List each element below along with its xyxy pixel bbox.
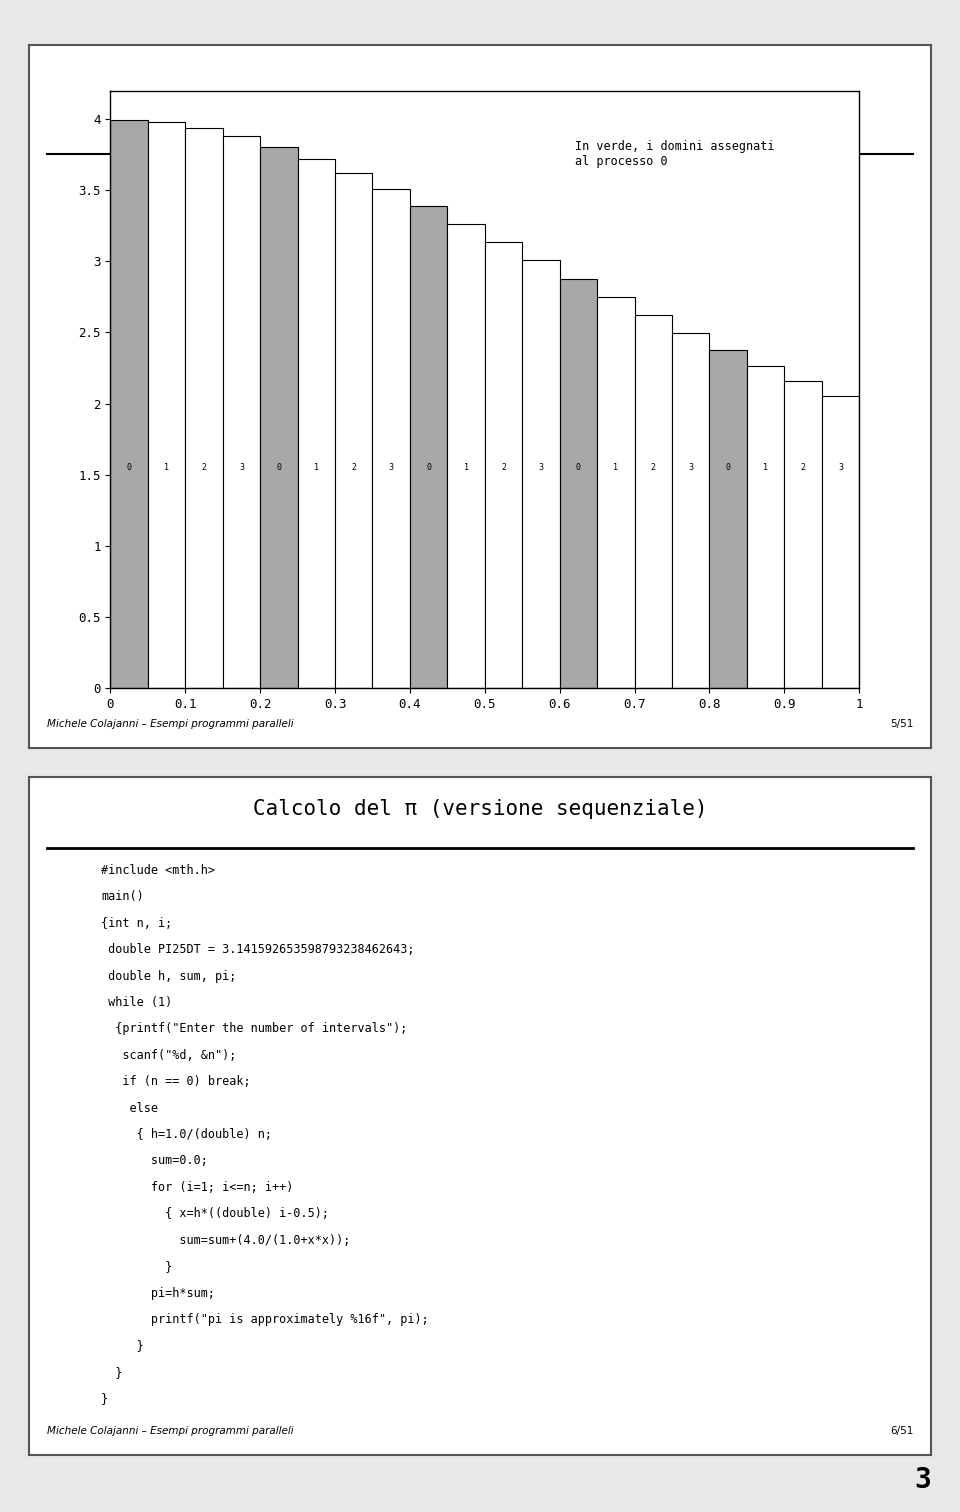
Text: double h, sum, pi;: double h, sum, pi;	[101, 969, 236, 983]
Text: In verde, i domini assegnati
al processo 0: In verde, i domini assegnati al processo…	[575, 141, 774, 168]
Bar	[335, 174, 372, 688]
Text: 0: 0	[576, 463, 581, 472]
Text: #include <mth.h>: #include <mth.h>	[101, 863, 215, 877]
Text: }: }	[101, 1259, 172, 1273]
Bar	[110, 119, 148, 688]
Text: 3: 3	[688, 463, 693, 472]
Text: }: }	[101, 1365, 122, 1379]
Bar	[597, 298, 635, 688]
Bar	[784, 381, 822, 688]
Text: 3: 3	[389, 463, 394, 472]
Text: 1: 1	[763, 463, 768, 472]
Text: pi=h*sum;: pi=h*sum;	[101, 1287, 215, 1299]
Text: while (1): while (1)	[101, 996, 172, 1009]
Text: Michele Colajanni – Esempi programmi paralleli: Michele Colajanni – Esempi programmi par…	[47, 718, 294, 729]
Text: 1: 1	[314, 463, 319, 472]
Bar	[260, 147, 298, 688]
Bar	[148, 122, 185, 688]
Text: 2: 2	[501, 463, 506, 472]
Text: 3: 3	[915, 1465, 931, 1494]
Bar	[447, 224, 485, 688]
Text: for (i=1; i<=n; i++): for (i=1; i<=n; i++)	[101, 1181, 294, 1194]
Bar	[298, 159, 335, 688]
Text: 0: 0	[127, 463, 132, 472]
Text: 3: 3	[239, 463, 244, 472]
Text: 0: 0	[276, 463, 281, 472]
Text: main(): main()	[101, 891, 144, 903]
Bar	[709, 349, 747, 688]
Text: { x=h*((double) i-0.5);: { x=h*((double) i-0.5);	[101, 1207, 329, 1220]
Text: }: }	[101, 1393, 108, 1405]
Bar	[410, 206, 447, 688]
Text: 1: 1	[613, 463, 618, 472]
Text: }: }	[101, 1340, 144, 1352]
Text: double PI25DT = 3.141592653598793238462643;: double PI25DT = 3.1415926535987932384626…	[101, 943, 415, 956]
Text: scanf("%d, &n");: scanf("%d, &n");	[101, 1049, 236, 1061]
Text: {int n, i;: {int n, i;	[101, 916, 172, 930]
Text: 3: 3	[539, 463, 543, 472]
Text: Decomposizione per la regola dei rettangoli: Decomposizione per la regola dei rettang…	[208, 95, 752, 115]
Text: Michele Colajanni – Esempi programmi paralleli: Michele Colajanni – Esempi programmi par…	[47, 1426, 294, 1435]
Text: if (n == 0) break;: if (n == 0) break;	[101, 1075, 251, 1089]
Bar	[672, 333, 709, 688]
Bar	[560, 278, 597, 688]
Text: sum=sum+(4.0/(1.0+x*x));: sum=sum+(4.0/(1.0+x*x));	[101, 1234, 350, 1247]
Bar	[185, 129, 223, 688]
Text: 1: 1	[164, 463, 169, 472]
Text: {printf("Enter the number of intervals");: {printf("Enter the number of intervals")…	[101, 1022, 407, 1036]
Text: 0: 0	[426, 463, 431, 472]
Bar	[522, 260, 560, 688]
Bar	[635, 314, 672, 688]
Bar	[372, 189, 410, 688]
Text: Calcolo del π (versione sequenziale): Calcolo del π (versione sequenziale)	[252, 798, 708, 820]
Text: 2: 2	[801, 463, 805, 472]
Bar	[822, 396, 859, 688]
Text: { h=1.0/(double) n;: { h=1.0/(double) n;	[101, 1128, 272, 1142]
Text: 3: 3	[838, 463, 843, 472]
Text: else: else	[101, 1102, 158, 1114]
Bar	[223, 136, 260, 688]
Text: 6/51: 6/51	[890, 1426, 913, 1435]
Text: 1: 1	[464, 463, 468, 472]
Text: printf("pi is approximately %16f", pi);: printf("pi is approximately %16f", pi);	[101, 1312, 429, 1326]
Bar	[485, 242, 522, 688]
Text: 2: 2	[202, 463, 206, 472]
Text: 0: 0	[726, 463, 731, 472]
Text: 5/51: 5/51	[890, 718, 913, 729]
Bar	[747, 366, 784, 688]
Text: 2: 2	[651, 463, 656, 472]
Text: 2: 2	[351, 463, 356, 472]
Text: sum=0.0;: sum=0.0;	[101, 1155, 208, 1167]
